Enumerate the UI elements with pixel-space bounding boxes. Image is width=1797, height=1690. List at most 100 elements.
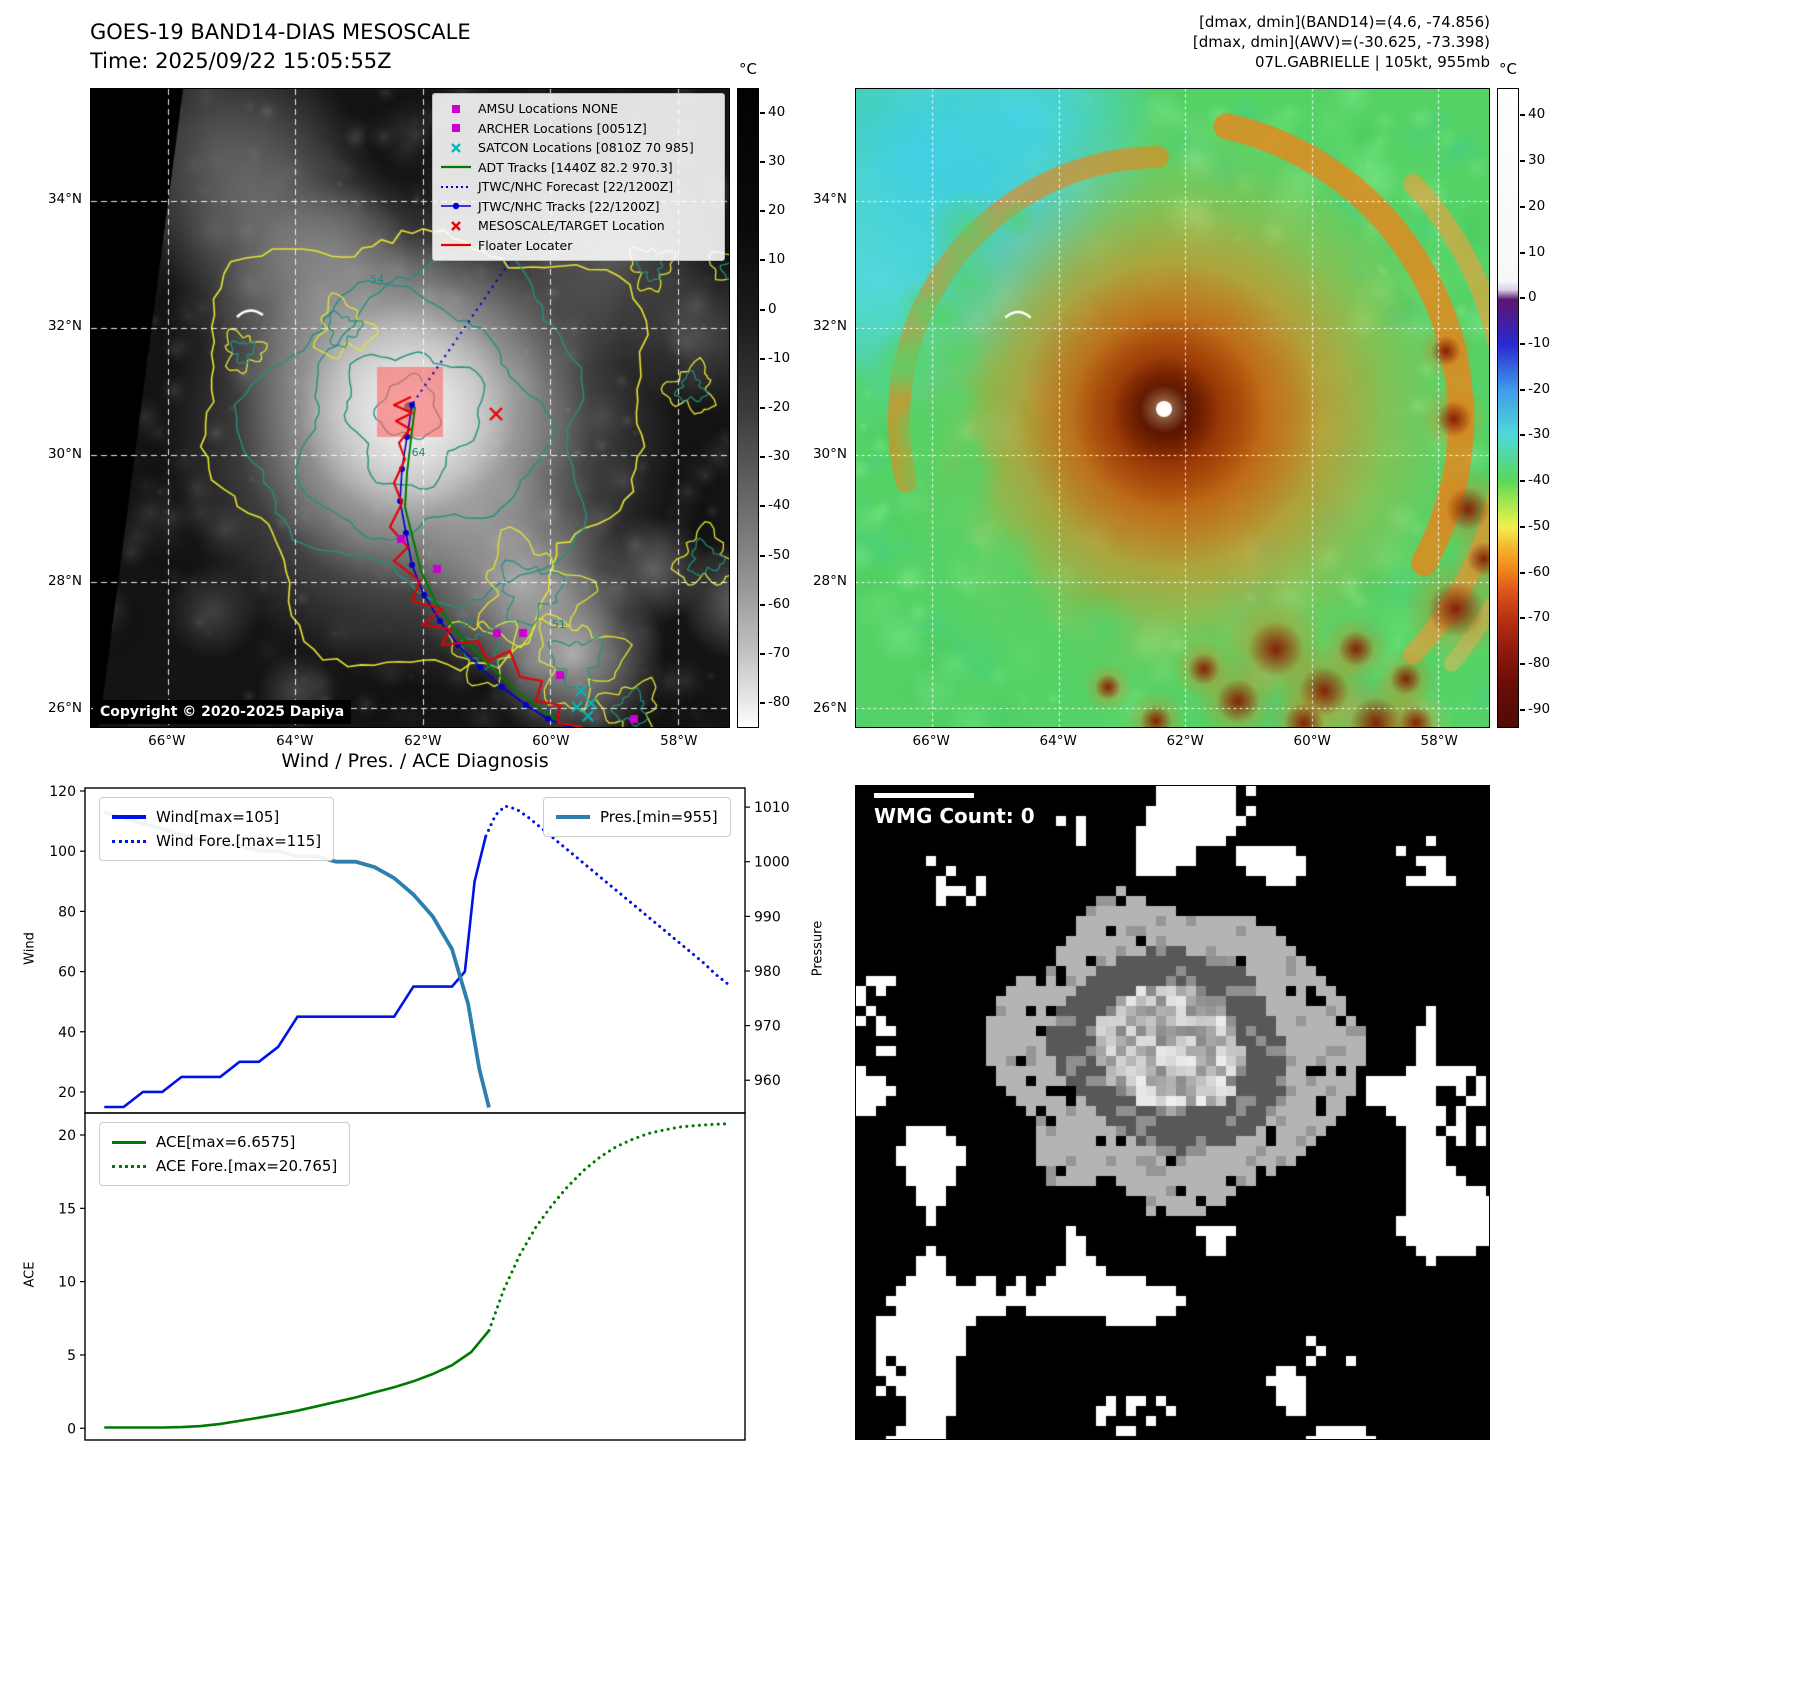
colorbar-tick-label: -80	[1528, 655, 1551, 671]
legend-line-dot-icon	[441, 203, 471, 210]
panel1-title: GOES-19 BAND14-DIAS MESOSCALE	[90, 20, 471, 44]
series-line	[487, 1122, 729, 1333]
ace-legend: ACE[max=6.6575] ACE Fore.[max=20.765]	[99, 1122, 351, 1186]
colorbar-tick-mark	[760, 357, 765, 360]
lon-tick-label: 58°W	[660, 733, 698, 749]
colorbar-tick-label: 40	[768, 103, 786, 120]
colorbar-tick-label: -70	[1528, 609, 1551, 626]
panel2-title-block: [dmax, dmin](BAND14)=(4.6, -74.856) [dma…	[990, 12, 1490, 72]
colorbar-tick-label: 20	[768, 202, 786, 219]
y-tick-label: 15	[58, 1201, 76, 1217]
colorbar-tick-label: 0	[1528, 289, 1537, 306]
colorbar-tick-label: -30	[1528, 426, 1551, 443]
colorbar-tick-label: -80	[768, 694, 791, 711]
ir-gray-map: AMSU Locations NONE ARCHER Locations [005…	[90, 88, 730, 728]
colorbar-tick-mark	[760, 554, 765, 557]
colorbar-tick-mark	[1520, 617, 1525, 620]
lon-tick-label: 64°W	[1039, 733, 1077, 749]
colorbar1-unit-label: °C	[739, 60, 757, 78]
y-tick-label: 40	[58, 1025, 76, 1041]
lon-tick-label: 62°W	[404, 733, 442, 749]
colorbar-tick-mark	[760, 603, 765, 606]
colorbar-tick-label: -10	[1528, 335, 1551, 351]
colorbar-tick-mark	[760, 407, 765, 409]
ace-chart: 0 5 10 15 20	[58, 1112, 746, 1441]
contour-value-label: 51	[551, 617, 566, 631]
awv-range-line: [dmax, dmin](AWV)=(-30.625, -73.398)	[1192, 33, 1490, 51]
legend-item: Wind[max=105]	[112, 805, 321, 829]
lat-tick-label: 30°N	[812, 445, 847, 462]
colorbar-tick-mark	[1520, 434, 1525, 437]
colorbar-tick-label: -30	[768, 448, 791, 465]
colorbar-tick-mark	[1520, 343, 1525, 345]
lon-tick-label: 66°W	[148, 733, 186, 749]
lon-tick-label: 64°W	[276, 733, 314, 749]
y-tick-label: 990	[754, 909, 781, 925]
contour-value-label: 64	[411, 445, 426, 459]
legend-square-marker-icon	[452, 124, 460, 133]
colorbar-tick-mark	[760, 160, 765, 163]
colorbar-tick-label: 0	[768, 300, 777, 317]
colorbar-tick-label: -40	[1528, 472, 1551, 489]
lon-tick-label: 60°W	[1293, 733, 1331, 749]
wmg-count-label: WMG Count: 0	[874, 804, 1035, 828]
lat-tick-label: 28°N	[47, 573, 82, 590]
lat-tick-label: 26°N	[812, 700, 847, 717]
colorbar-tick-mark	[1520, 160, 1525, 163]
map-legend-item: Floater Locater	[439, 236, 718, 256]
colorbar-tick-label: -50	[1528, 517, 1551, 534]
colorbar-tick-label: 10	[768, 251, 786, 268]
colorbar-tick-mark	[760, 210, 765, 213]
storm-identity-line: 07L.GABRIELLE | 105kt, 955mb	[1255, 53, 1490, 71]
colorbar-tick-label: -70	[768, 645, 791, 662]
diagnosis-title: Wind / Pres. / ACE Diagnosis	[281, 750, 549, 772]
lat-tick-label: 32°N	[47, 318, 82, 335]
map-legend-item: JTWC/NHC Forecast [22/1200Z]	[439, 177, 718, 197]
y-tick-label: 0	[67, 1421, 76, 1437]
colorbar-tick-mark	[1520, 480, 1525, 483]
legend-item: ACE[max=6.6575]	[112, 1130, 337, 1154]
lat-tick-label: 28°N	[812, 573, 847, 590]
colorbar-tick-mark	[760, 653, 765, 656]
colorbar-tick-mark	[760, 111, 765, 114]
series-line	[484, 804, 729, 986]
y-tick-label: 120	[49, 784, 76, 800]
y-tick-label: 960	[754, 1073, 781, 1089]
y-tick-label: 10	[58, 1275, 76, 1291]
y-tick-label: 80	[58, 904, 76, 920]
y-tick-label: 970	[754, 1019, 781, 1035]
y-tick-label: 5	[67, 1348, 76, 1364]
copyright-badge: Copyright © 2020-2025 Dapiya	[93, 700, 352, 724]
colorbar-tick-mark	[1520, 571, 1525, 574]
map-legend-item: SATCON Locations [0810Z 70 985]	[439, 138, 718, 158]
colorbar-tick-mark	[760, 505, 765, 508]
colorbar-tick-label: -60	[1528, 563, 1551, 580]
colorbar-tick-mark	[1520, 251, 1525, 254]
ace-axis-label: ACE	[22, 1261, 38, 1288]
ir-color-map	[855, 88, 1490, 728]
colorbar-tick-mark	[760, 308, 765, 311]
chart-frame	[84, 1112, 746, 1441]
colorbar-tick-mark	[1520, 388, 1525, 391]
colorbar-tick-mark	[1520, 525, 1525, 528]
colorbar-tick-mark	[760, 702, 765, 705]
lon-tick-label: 62°W	[1166, 733, 1204, 749]
colorbar-tick-label: -50	[768, 546, 791, 563]
legend-item: ACE Fore.[max=20.765]	[112, 1154, 337, 1178]
colorbar2-unit-label: °C	[1499, 60, 1517, 78]
colorbar-tick-mark	[1520, 297, 1525, 300]
lat-tick-label: 32°N	[812, 318, 847, 335]
y-tick-label: 60	[58, 965, 76, 981]
lon-tick-label: 60°W	[532, 733, 570, 749]
legend-line-icon	[441, 166, 471, 169]
colorbar-tick-label: -60	[768, 595, 791, 612]
ir-color-satellite-canvas	[856, 89, 1489, 727]
colorbar-tick-mark	[1520, 114, 1525, 117]
map-legend-item: ADT Tracks [1440Z 82.2 970.3]	[439, 158, 718, 178]
lat-tick-label: 34°N	[812, 191, 847, 207]
legend-x-marker-icon	[451, 142, 461, 153]
lon-tick-label: 66°W	[912, 733, 950, 749]
colorbar-enhanced-ir	[1497, 88, 1519, 728]
y-tick-label: 1000	[754, 855, 790, 871]
series-line	[104, 1329, 491, 1429]
